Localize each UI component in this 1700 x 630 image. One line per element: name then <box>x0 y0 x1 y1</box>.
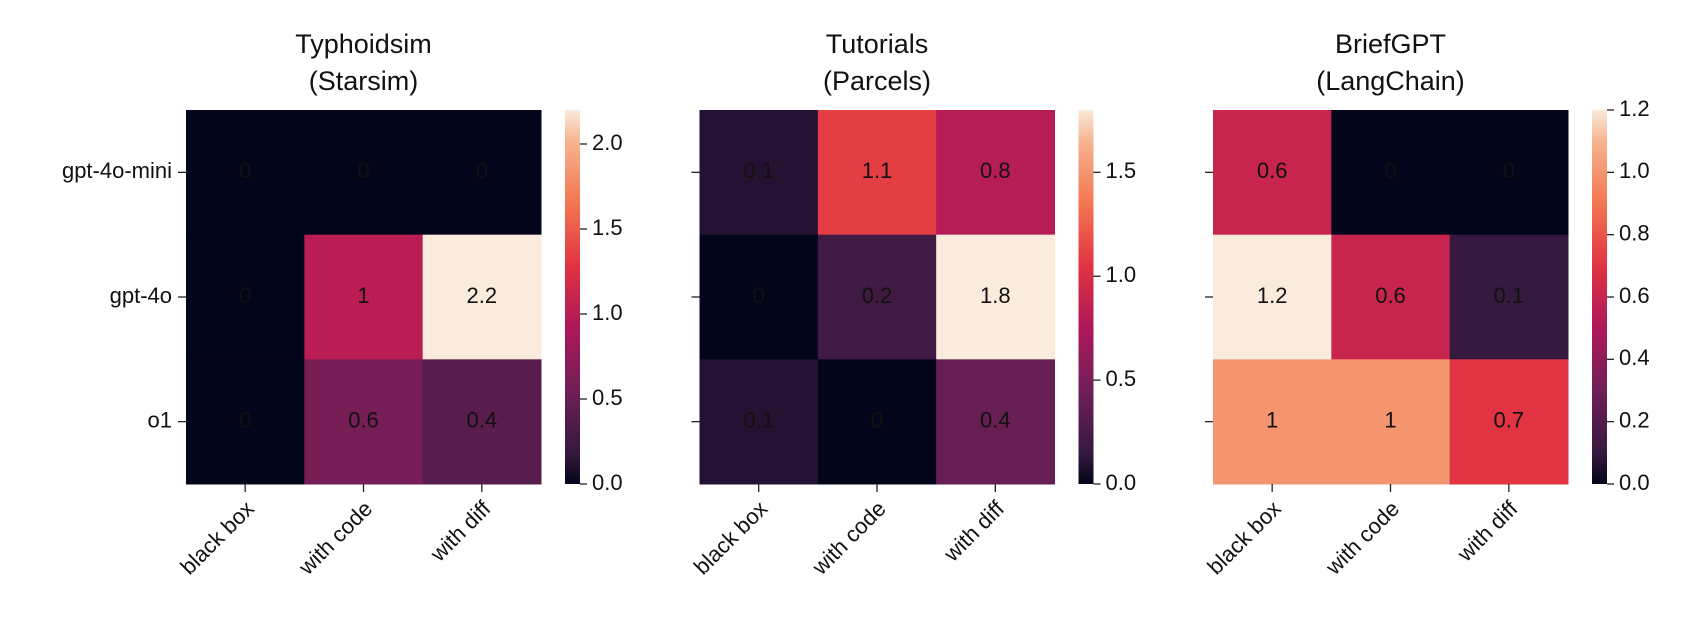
colorbar-tick-label: 1.5 <box>1106 158 1137 183</box>
cell-label: 0.1 <box>1494 283 1525 308</box>
y-tick-label: gpt-4o-mini <box>62 158 172 183</box>
heatmap-cell <box>1213 359 1332 485</box>
heatmap-cell <box>304 359 424 485</box>
heatmap-cell <box>1449 359 1569 485</box>
cell-label: 1.8 <box>980 283 1011 308</box>
heatmap-cell <box>1331 359 1451 485</box>
heatmap-cell <box>1213 234 1332 360</box>
colorbar-tick-label: 0.2 <box>1619 407 1650 432</box>
colorbar-tick-label: 0.5 <box>592 385 623 410</box>
heatmap-cell <box>817 110 937 236</box>
chart-title: BriefGPT <box>1335 29 1446 59</box>
cell-label: 0.1 <box>743 407 774 432</box>
heatmap-cell <box>304 110 424 236</box>
y-tick-label: o1 <box>148 407 172 432</box>
heatmap-cell <box>1449 110 1569 236</box>
heatmap-cell <box>936 359 1055 485</box>
chart-subtitle: (Parcels) <box>823 66 931 96</box>
x-tick-label: with code <box>1320 496 1404 580</box>
x-tick-label: with diff <box>1452 495 1523 566</box>
heatmap-cell <box>936 234 1055 360</box>
heatmap-cell <box>304 234 424 360</box>
colorbar-tick-label: 1.5 <box>592 215 623 240</box>
colorbar-tick-label: 0.0 <box>1619 470 1650 495</box>
heatmap-cell <box>186 110 305 236</box>
colorbar-tick-label: 1.0 <box>1106 262 1137 287</box>
heatmap-cell <box>699 234 819 360</box>
cell-label: 0.6 <box>1257 158 1288 183</box>
cell-label: 2.2 <box>467 283 498 308</box>
cell-label: 0 <box>357 158 369 183</box>
chart-subtitle: (LangChain) <box>1316 66 1465 96</box>
colorbar <box>1078 110 1094 484</box>
heatmap-cell <box>422 234 542 360</box>
cell-label: 0 <box>1384 158 1396 183</box>
heatmap-cell <box>186 234 305 360</box>
heatmap-cell <box>1331 110 1451 236</box>
x-tick-label: black box <box>175 496 258 579</box>
colorbar <box>1592 110 1607 484</box>
cell-label: 0 <box>239 407 251 432</box>
colorbar-tick-label: 0.8 <box>1619 220 1650 245</box>
cell-label: 0.7 <box>1494 407 1525 432</box>
cell-label: 1 <box>1266 407 1278 432</box>
x-tick-label: black box <box>1202 496 1285 579</box>
cell-label: 0.2 <box>862 283 893 308</box>
colorbar-tick-label: 1.0 <box>592 300 623 325</box>
x-tick-label: with code <box>293 496 377 580</box>
heatmap-cell <box>699 110 819 236</box>
colorbar-tick-label: 2.0 <box>592 130 623 155</box>
cell-label: 0.6 <box>348 407 379 432</box>
heatmap-cell <box>699 359 819 485</box>
heatmap-cell <box>1449 234 1569 360</box>
cell-label: 1.2 <box>1257 283 1288 308</box>
cell-label: 0 <box>1503 158 1515 183</box>
x-tick-label: with diff <box>425 495 496 566</box>
chart-subtitle: (Starsim) <box>309 66 419 96</box>
cell-label: 1.1 <box>862 158 893 183</box>
heatmap-cell <box>422 359 542 485</box>
colorbar-tick-label: 1.2 <box>1619 96 1650 121</box>
cell-label: 0 <box>476 158 488 183</box>
cell-label: 0.4 <box>467 407 498 432</box>
cell-label: 0 <box>239 158 251 183</box>
heatmap-cell <box>817 234 937 360</box>
colorbar-tick-label: 0.0 <box>1106 470 1137 495</box>
cell-label: 0 <box>753 283 765 308</box>
y-tick-label: gpt-4o <box>110 283 172 308</box>
colorbar <box>565 110 580 484</box>
cell-label: 0 <box>871 407 883 432</box>
colorbar-tick-label: 0.5 <box>1106 366 1137 391</box>
heatmap-cell <box>422 110 542 236</box>
cell-label: 1 <box>1384 407 1396 432</box>
heatmap-cell <box>186 359 305 485</box>
heatmap-cell <box>817 359 937 485</box>
colorbar-tick-label: 0.4 <box>1619 345 1650 370</box>
cell-label: 0.1 <box>743 158 774 183</box>
x-tick-label: with diff <box>938 495 1009 566</box>
cell-label: 1 <box>357 283 369 308</box>
cell-label: 0.8 <box>980 158 1011 183</box>
heatmap-cell <box>936 110 1055 236</box>
chart-title: Typhoidsim <box>295 29 432 59</box>
colorbar-tick-label: 0.6 <box>1619 283 1650 308</box>
heatmap-cell <box>1331 234 1451 360</box>
colorbar-tick-label: 1.0 <box>1619 158 1650 183</box>
cell-label: 0.4 <box>980 407 1011 432</box>
colorbar-tick-label: 0.0 <box>592 470 623 495</box>
cell-label: 0 <box>239 283 251 308</box>
chart-title: Tutorials <box>826 29 929 59</box>
x-tick-label: with code <box>807 496 891 580</box>
cell-label: 0.6 <box>1375 283 1406 308</box>
heatmap-cell <box>1213 110 1332 236</box>
x-tick-label: black box <box>689 496 772 579</box>
